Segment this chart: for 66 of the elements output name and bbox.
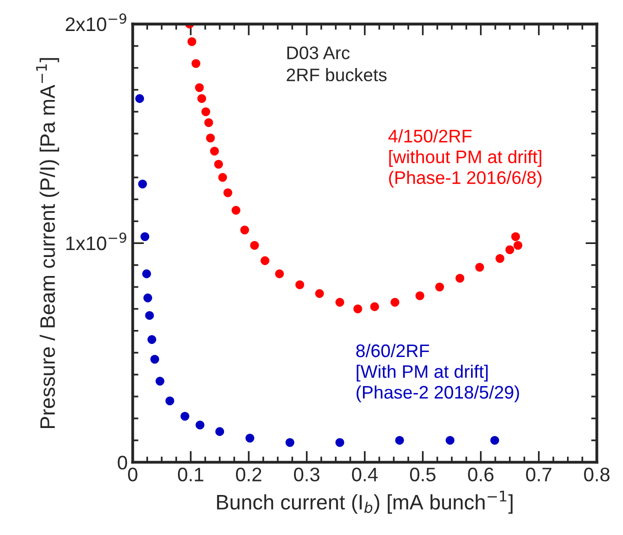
point: [490, 436, 500, 445]
point: [215, 427, 224, 436]
point: [150, 354, 160, 364]
x-tick-label: 0.7: [526, 468, 552, 482]
point: [165, 396, 174, 406]
point: [145, 311, 154, 320]
point: [142, 269, 152, 278]
point: [390, 298, 400, 307]
point: [295, 280, 304, 290]
point: [140, 232, 150, 241]
x-tick-label: 0: [128, 468, 138, 482]
point: [192, 59, 200, 68]
point: [335, 298, 344, 307]
x-tick-label: 0.3: [294, 468, 320, 482]
point: [143, 294, 152, 302]
point: [138, 180, 147, 188]
text: 4/150/2RF [without PM at drift] (Phase-1 2016/6/8): [388, 129, 542, 188]
x-tick-label: 0.4: [352, 468, 378, 482]
point: [446, 436, 454, 445]
point: [370, 302, 380, 312]
point: [275, 269, 284, 278]
point: [147, 335, 156, 344]
point: [353, 304, 362, 314]
point: [246, 434, 254, 443]
point: [511, 232, 520, 241]
x-axis-title: Bunch current (I$_{b}$) [mA bunch$^{−1}$]: [217, 490, 513, 514]
point: [206, 134, 215, 142]
point: [286, 438, 294, 447]
point: [260, 256, 270, 266]
point: [415, 291, 424, 300]
point: [196, 420, 204, 430]
x-tick-label: 0.2: [236, 468, 262, 482]
point: [456, 274, 464, 283]
point: [395, 436, 404, 445]
point: [135, 94, 144, 103]
point: [204, 118, 214, 128]
point: [475, 262, 484, 272]
y-tick-label: 0: [118, 456, 128, 470]
y-tick-label: 2x10$^{−9}$: [66, 13, 126, 32]
x-tick-label: 0.8: [584, 468, 610, 482]
y-tick-label: 1x10$^{−9}$: [66, 232, 126, 250]
annotation: D03 Arc 2RF buckets: [286, 46, 387, 82]
x-tick-label: 0.6: [468, 468, 494, 482]
point: [232, 206, 240, 215]
point: [514, 240, 522, 250]
point: [218, 173, 228, 182]
point: [156, 376, 164, 386]
point: [315, 289, 324, 298]
point: [197, 94, 206, 103]
text: 8/60/2RF [With PM at drift] (Phase-2 2018/5/29): [356, 344, 519, 402]
x-tick-label: 0.1: [178, 468, 204, 482]
x-tick-label: 0.5: [410, 468, 436, 482]
point: [496, 254, 504, 263]
point: [210, 146, 219, 156]
point: [201, 107, 210, 116]
point: [240, 226, 250, 234]
point: [505, 245, 514, 254]
point: [195, 83, 204, 92]
y-axis-title: Pressure / Beam current (P/I) [Pa mA$^{−1}$]: [36, 58, 60, 428]
point: [250, 240, 259, 250]
point: [335, 438, 344, 447]
point: [223, 188, 232, 198]
point: [435, 282, 444, 292]
point: [187, 37, 196, 46]
point: [180, 412, 190, 421]
point: [214, 160, 223, 169]
